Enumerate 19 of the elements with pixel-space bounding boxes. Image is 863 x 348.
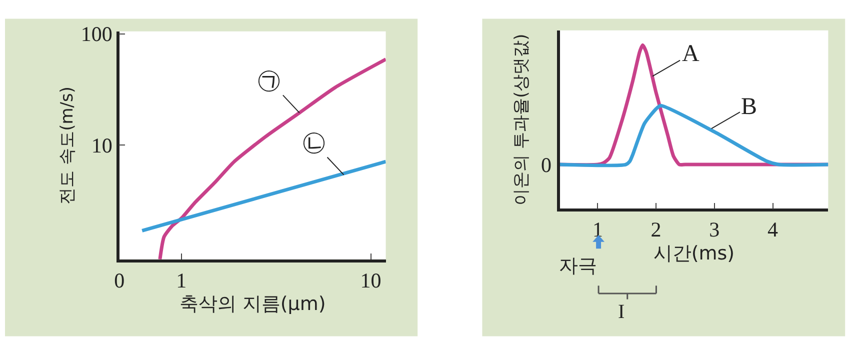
annotation: ㉠ — [257, 68, 281, 94]
x-tick-label: 0 — [114, 268, 125, 292]
y-axis-title: 이온의 투과율(상댓값) — [512, 34, 532, 206]
annotation: ㉡ — [302, 130, 326, 156]
text: 0 — [541, 153, 552, 177]
text: I — [618, 301, 625, 323]
annotation: A — [682, 41, 700, 67]
y-axis-title: 전도 속도(m/s) — [57, 86, 78, 204]
x-tick-label: 1 — [592, 218, 603, 242]
x-tick-label: 1 — [176, 268, 187, 292]
x-tick-label: 2 — [650, 218, 662, 242]
annotation: B — [741, 94, 758, 120]
y-tick-label: 100 — [80, 22, 112, 46]
x-axis-title: 축삭의 지름(μm) — [179, 293, 326, 316]
x-tick-label: 4 — [768, 218, 779, 242]
x-tick-label: 3 — [709, 218, 720, 242]
text: 자극 — [559, 255, 597, 277]
x-axis-title: 시간(ms) — [653, 242, 735, 264]
x-tick-label: 10 — [360, 268, 382, 292]
